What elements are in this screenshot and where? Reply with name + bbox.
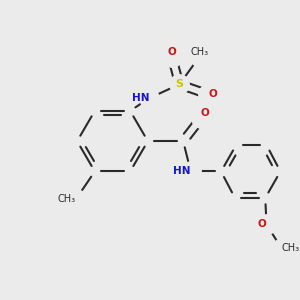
Text: O: O [201,108,210,118]
Text: CH₃: CH₃ [190,46,209,57]
Text: CH₃: CH₃ [58,194,76,204]
Text: O: O [258,220,266,230]
Text: HN: HN [132,93,149,103]
Text: O: O [167,46,176,57]
Text: S: S [176,80,183,89]
Text: HN: HN [173,167,191,176]
Text: O: O [208,89,217,100]
Text: CH₃: CH₃ [282,244,300,254]
